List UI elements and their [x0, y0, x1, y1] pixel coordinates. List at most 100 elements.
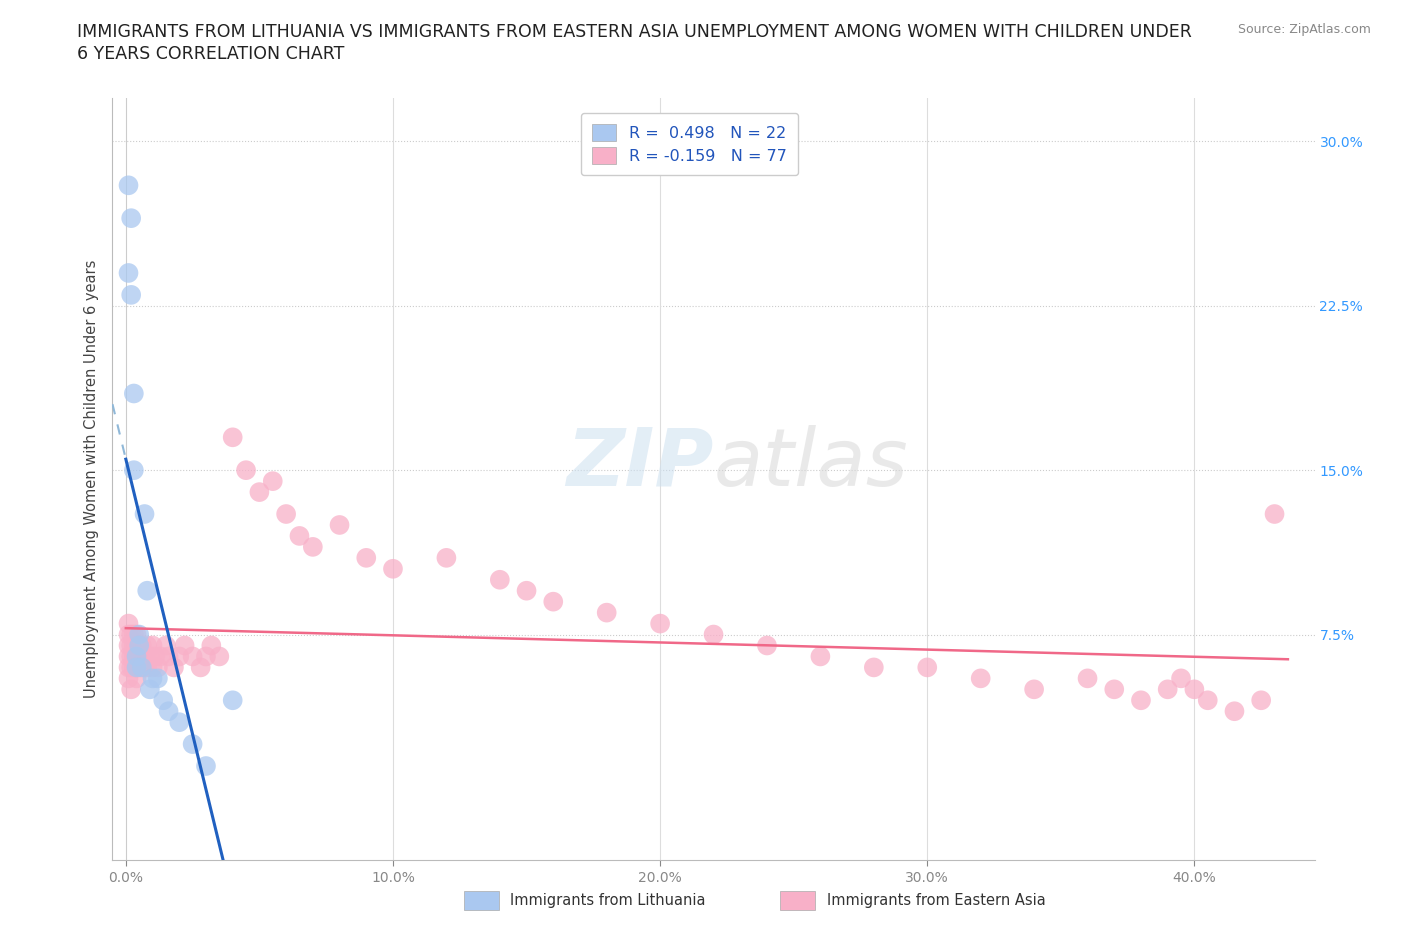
- Point: [134, 649, 156, 664]
- Point: [194, 649, 218, 664]
- Point: [125, 660, 148, 675]
- Text: Immigrants from Eastern Asia: Immigrants from Eastern Asia: [827, 893, 1046, 908]
- Point: [128, 660, 150, 675]
- Point: [139, 682, 162, 697]
- Point: [152, 693, 174, 708]
- Point: [117, 178, 139, 193]
- Point: [436, 551, 458, 565]
- Point: [146, 660, 169, 675]
- Point: [222, 430, 245, 445]
- Point: [1250, 693, 1272, 708]
- Point: [173, 638, 195, 653]
- Point: [1184, 682, 1206, 697]
- Point: [596, 605, 619, 620]
- Point: [262, 473, 284, 488]
- Point: [1104, 682, 1126, 697]
- Point: [917, 660, 939, 675]
- Point: [1223, 704, 1246, 719]
- Point: [329, 517, 352, 532]
- Point: [141, 671, 165, 685]
- Point: [122, 463, 145, 478]
- Point: [516, 583, 538, 598]
- Point: [134, 660, 156, 675]
- Point: [128, 649, 150, 664]
- Point: [120, 682, 142, 697]
- Point: [194, 759, 218, 774]
- Point: [131, 638, 153, 653]
- Point: [157, 704, 180, 719]
- Point: [128, 638, 150, 653]
- Point: [131, 660, 153, 675]
- Point: [650, 617, 672, 631]
- Point: [543, 594, 565, 609]
- Point: [117, 660, 139, 675]
- Point: [222, 693, 245, 708]
- Point: [810, 649, 832, 664]
- Text: IMMIGRANTS FROM LITHUANIA VS IMMIGRANTS FROM EASTERN ASIA UNEMPLOYMENT AMONG WOM: IMMIGRANTS FROM LITHUANIA VS IMMIGRANTS …: [77, 23, 1192, 41]
- Point: [122, 649, 145, 664]
- Point: [134, 507, 156, 522]
- Point: [117, 627, 139, 642]
- Point: [489, 572, 512, 587]
- Point: [863, 660, 886, 675]
- Point: [120, 660, 142, 675]
- Point: [163, 660, 186, 675]
- Point: [125, 660, 148, 675]
- Point: [120, 649, 142, 664]
- Point: [136, 638, 159, 653]
- Text: Source: ZipAtlas.com: Source: ZipAtlas.com: [1237, 23, 1371, 36]
- Text: ZIP: ZIP: [567, 425, 714, 503]
- Point: [120, 627, 142, 642]
- Point: [125, 649, 148, 664]
- Point: [1170, 671, 1192, 685]
- Point: [136, 660, 159, 675]
- Point: [117, 638, 139, 653]
- Point: [120, 211, 142, 226]
- Point: [149, 649, 172, 664]
- Point: [190, 660, 212, 675]
- Point: [117, 617, 139, 631]
- Point: [117, 671, 139, 685]
- Point: [288, 528, 311, 543]
- Point: [157, 649, 180, 664]
- Point: [128, 638, 150, 653]
- Point: [128, 627, 150, 642]
- Point: [120, 638, 142, 653]
- Point: [1024, 682, 1046, 697]
- Point: [125, 671, 148, 685]
- Point: [703, 627, 725, 642]
- Point: [136, 583, 159, 598]
- Point: [141, 660, 165, 675]
- Point: [122, 627, 145, 642]
- Point: [143, 649, 166, 664]
- Point: [122, 638, 145, 653]
- Point: [169, 649, 191, 664]
- Point: [122, 386, 145, 401]
- Point: [235, 463, 257, 478]
- Point: [139, 649, 162, 664]
- Text: atlas: atlas: [714, 425, 908, 503]
- Point: [155, 638, 177, 653]
- Point: [302, 539, 325, 554]
- Text: 6 YEARS CORRELATION CHART: 6 YEARS CORRELATION CHART: [77, 45, 344, 62]
- Point: [125, 627, 148, 642]
- Point: [131, 649, 153, 664]
- Point: [756, 638, 779, 653]
- Point: [200, 638, 222, 653]
- Point: [181, 649, 204, 664]
- Point: [249, 485, 271, 499]
- Point: [276, 507, 298, 522]
- Point: [122, 660, 145, 675]
- Point: [146, 671, 169, 685]
- Text: Immigrants from Lithuania: Immigrants from Lithuania: [510, 893, 706, 908]
- Point: [141, 638, 165, 653]
- Point: [181, 737, 204, 751]
- Point: [125, 649, 148, 664]
- Point: [1197, 693, 1219, 708]
- Y-axis label: Unemployment Among Women with Children Under 6 years: Unemployment Among Women with Children U…: [84, 259, 100, 698]
- Point: [117, 649, 139, 664]
- Point: [117, 266, 139, 281]
- Point: [382, 562, 405, 577]
- Point: [354, 551, 377, 565]
- Point: [1157, 682, 1180, 697]
